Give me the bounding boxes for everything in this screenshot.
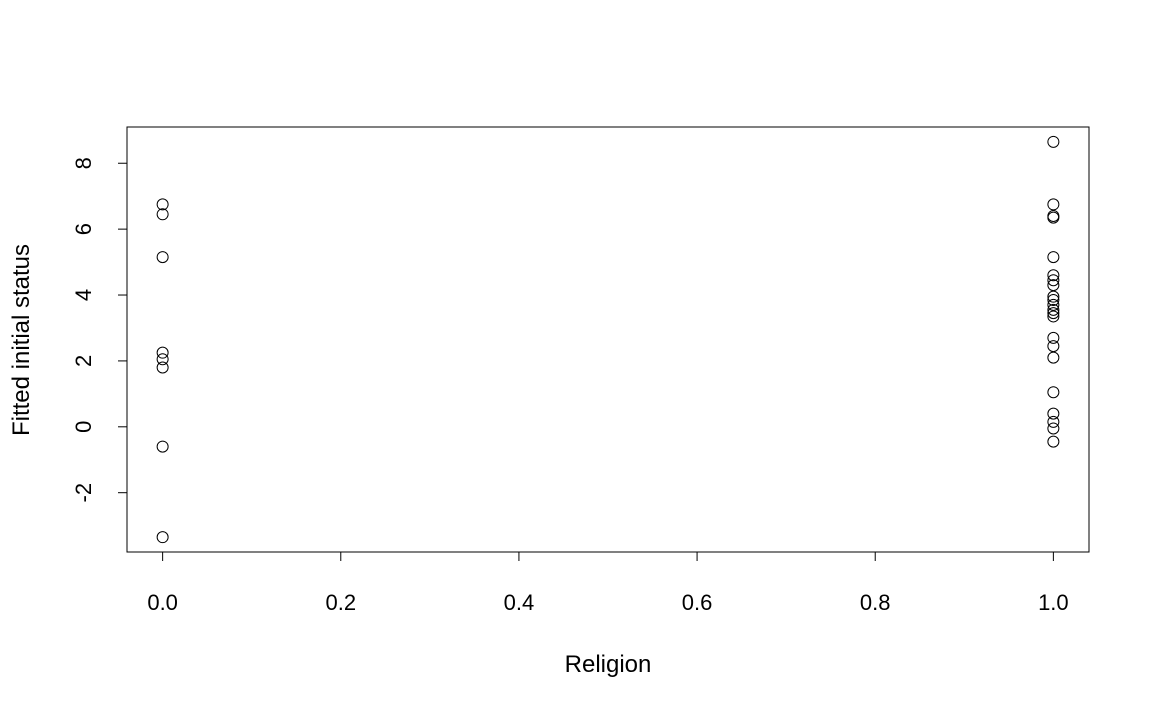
x-tick-label: 0.2 <box>325 590 356 615</box>
data-point <box>1047 307 1060 320</box>
x-tick-label: 0.8 <box>860 590 891 615</box>
y-axis-title: Fitted initial status <box>8 244 35 436</box>
data-point <box>156 353 169 366</box>
x-axis-title: Religion <box>565 651 652 678</box>
y-tick-label: 6 <box>71 223 96 235</box>
data-points <box>156 135 1060 544</box>
data-point <box>1047 331 1060 344</box>
data-point <box>1047 135 1060 148</box>
data-point <box>156 208 169 221</box>
y-tick-label: 8 <box>71 157 96 169</box>
data-point <box>1047 198 1060 211</box>
data-point <box>1047 269 1060 282</box>
data-point <box>1047 211 1060 224</box>
data-point <box>1047 407 1060 420</box>
x-tick-label: 0.4 <box>504 590 535 615</box>
data-point <box>156 198 169 211</box>
x-tick-label: 1.0 <box>1038 590 1069 615</box>
data-point <box>1047 340 1060 353</box>
data-point <box>1047 290 1060 303</box>
y-tick-label: -2 <box>71 483 96 503</box>
data-point <box>156 361 169 374</box>
data-point <box>1047 251 1060 264</box>
x-axis: 0.0 0.2 0.4 0.6 0.8 1.0 <box>147 551 1069 615</box>
data-point <box>1047 293 1060 306</box>
data-point <box>156 531 169 544</box>
y-tick-label: 0 <box>71 421 96 433</box>
x-tick-label: 0.6 <box>682 590 713 615</box>
y-tick-label: 2 <box>71 355 96 367</box>
data-point <box>1047 351 1060 364</box>
y-tick-label: 4 <box>71 289 96 301</box>
data-point <box>1047 415 1060 428</box>
data-point <box>1047 274 1060 287</box>
data-point <box>1047 279 1060 292</box>
x-tick-label: 0.0 <box>147 590 178 615</box>
data-point <box>1047 386 1060 399</box>
y-axis: -2 0 2 4 6 8 <box>71 157 128 503</box>
data-point <box>1047 298 1060 311</box>
data-point <box>1047 422 1060 435</box>
data-point <box>156 251 169 264</box>
data-point <box>1047 303 1060 316</box>
data-point <box>1047 435 1060 448</box>
data-point <box>156 440 169 453</box>
data-point <box>1047 310 1060 323</box>
data-point <box>156 346 169 359</box>
